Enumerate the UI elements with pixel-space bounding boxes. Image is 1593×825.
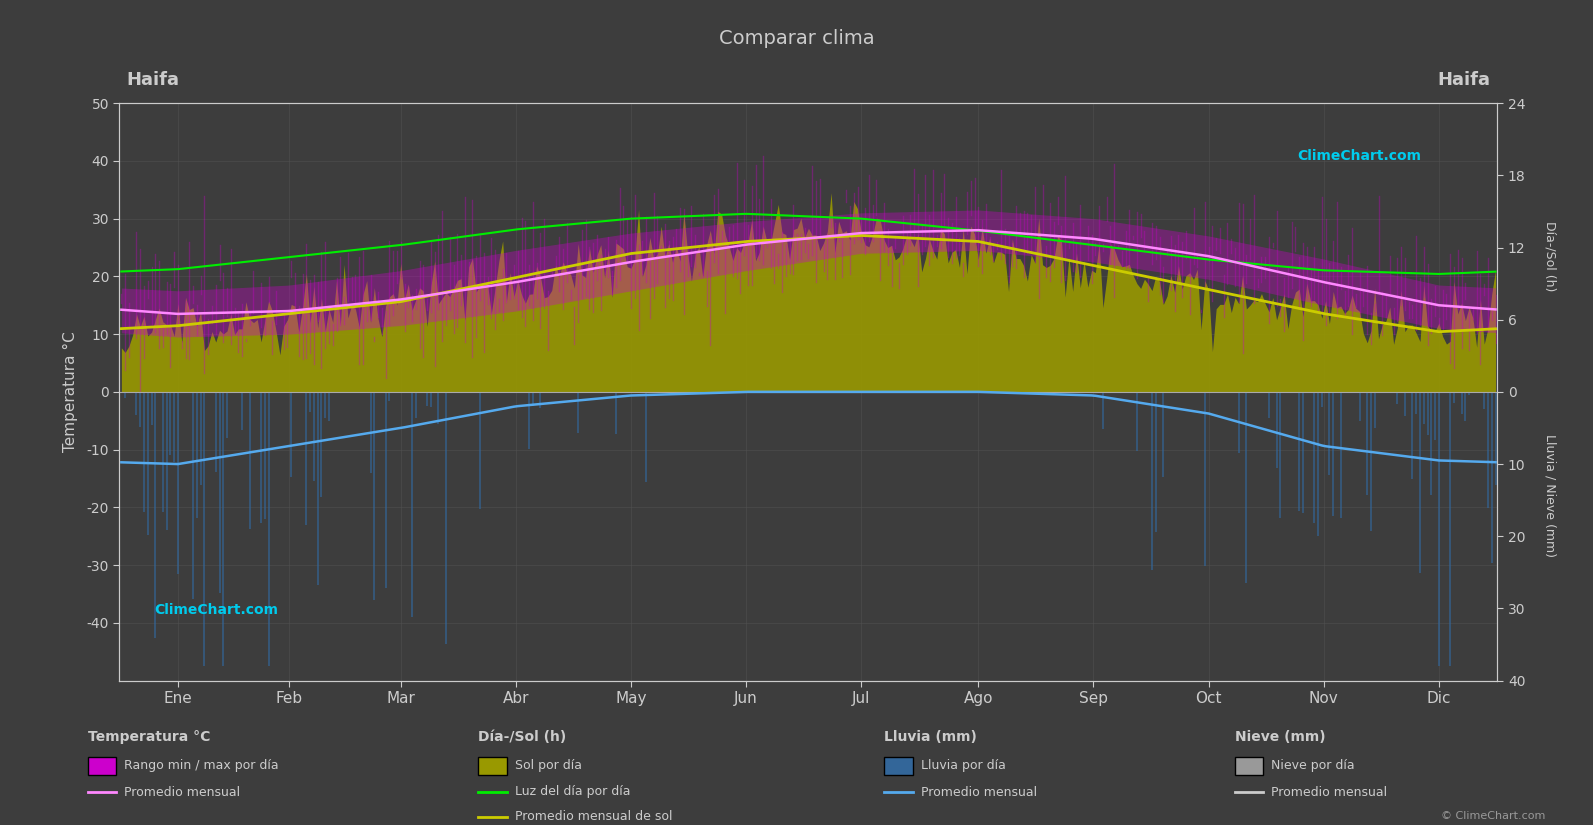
Text: Promedio mensual: Promedio mensual [1271,785,1388,799]
Text: Haifa: Haifa [1437,71,1491,89]
Text: Promedio mensual: Promedio mensual [124,785,241,799]
Text: Sol por día: Sol por día [515,759,581,772]
Text: Lluvia / Nieve (mm): Lluvia / Nieve (mm) [1544,433,1556,557]
Text: ClimeChart.com: ClimeChart.com [1298,149,1421,163]
Text: Nieve por día: Nieve por día [1271,759,1354,772]
Text: Nieve (mm): Nieve (mm) [1235,730,1325,744]
Text: ClimeChart.com: ClimeChart.com [155,603,277,617]
Text: Lluvia por día: Lluvia por día [921,759,1005,772]
Text: Promedio mensual: Promedio mensual [921,785,1037,799]
Text: © ClimeChart.com: © ClimeChart.com [1440,811,1545,821]
Text: Haifa: Haifa [126,71,180,89]
Y-axis label: Temperatura °C: Temperatura °C [64,332,78,452]
Text: Temperatura °C: Temperatura °C [88,730,210,744]
Text: Lluvia (mm): Lluvia (mm) [884,730,977,744]
Text: Día-/Sol (h): Día-/Sol (h) [478,730,566,744]
Text: Día-/Sol (h): Día-/Sol (h) [1544,220,1556,291]
Text: Rango min / max por día: Rango min / max por día [124,759,279,772]
Text: Luz del día por día: Luz del día por día [515,785,631,799]
Text: Comparar clima: Comparar clima [718,29,875,48]
Text: Promedio mensual de sol: Promedio mensual de sol [515,810,672,823]
